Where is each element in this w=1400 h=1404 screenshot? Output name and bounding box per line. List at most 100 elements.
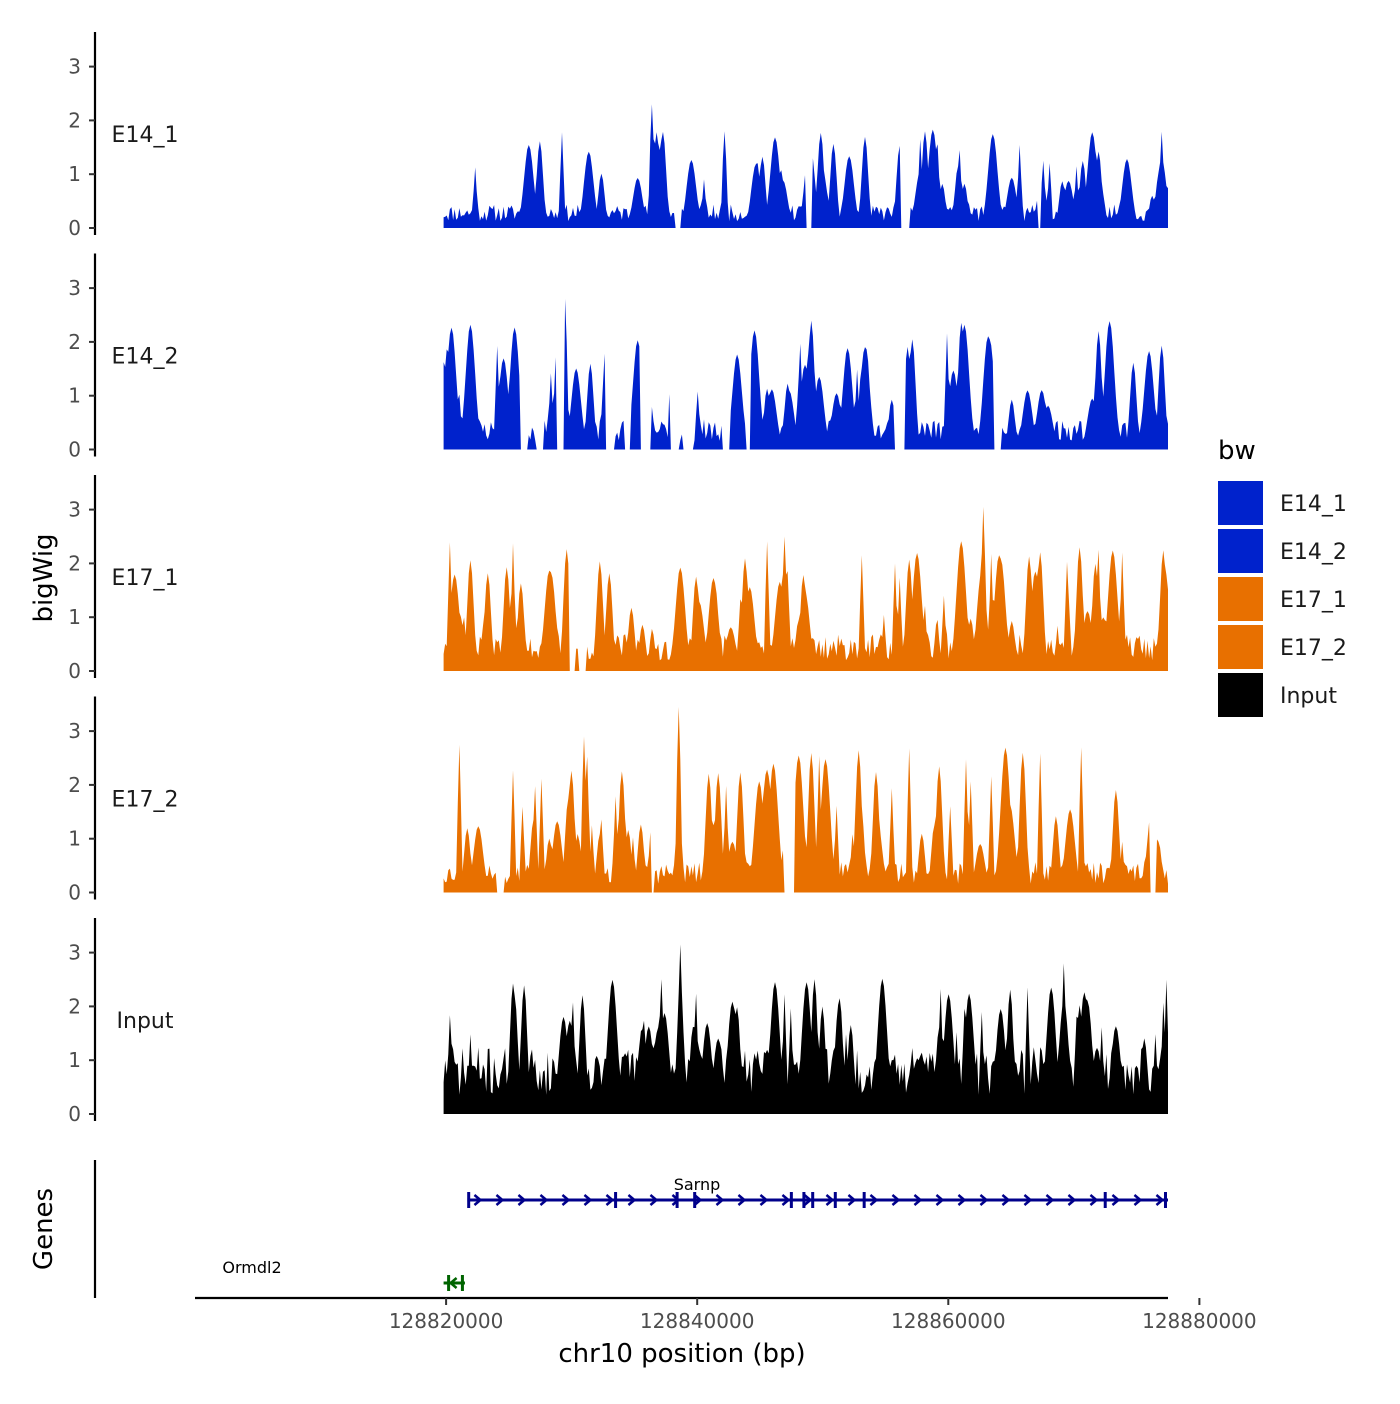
strand-chevron [605, 1194, 615, 1206]
strand-chevron [869, 1194, 879, 1206]
exon [460, 1275, 464, 1291]
legend-item-e14-1: E14_1 [1218, 481, 1347, 525]
strand-chevron [583, 1194, 593, 1206]
exon [693, 1192, 697, 1208]
track-label: E14_2 [112, 345, 179, 370]
y-tick-label: 0 [68, 438, 81, 462]
y-tick-label: 2 [68, 551, 81, 575]
legend-swatch [1218, 577, 1263, 621]
strand-chevron [517, 1194, 527, 1206]
y-tick-label: 1 [68, 1048, 81, 1072]
y-tick-label: 0 [68, 881, 81, 905]
legend-swatch [1218, 529, 1263, 573]
track-label: E17_1 [112, 566, 179, 591]
exon [467, 1192, 471, 1208]
y-tick-label: 0 [68, 659, 81, 683]
strand-chevron [495, 1194, 505, 1206]
track-e14-2: 0 1 2 3 E14_2 [68, 253, 1169, 462]
gene-label: Sarnp [674, 1175, 721, 1194]
strand-chevron [847, 1194, 857, 1206]
track-label: E17_2 [112, 788, 179, 813]
coverage-area-e14-2 [443, 298, 1169, 450]
strand-chevron [1001, 1194, 1011, 1206]
strand-chevron [1023, 1194, 1033, 1206]
strand-chevron [561, 1194, 571, 1206]
exon [614, 1192, 618, 1208]
strand-chevron [649, 1194, 659, 1206]
strand-chevron [957, 1194, 967, 1206]
x-tick-label: 128820000 [389, 1309, 504, 1333]
exon [811, 1192, 815, 1208]
strand-chevron [825, 1194, 835, 1206]
x-axis: 128820000 128840000 128860000 128880000 [195, 1296, 1257, 1333]
x-tick-label: 128860000 [891, 1309, 1006, 1333]
coverage-area-e17-1 [443, 506, 1169, 671]
y-tick-label: 1 [68, 384, 81, 408]
coverage-area-input [443, 944, 1169, 1114]
legend-swatch [1218, 625, 1263, 669]
strand-chevron [1111, 1194, 1121, 1206]
exon [862, 1192, 866, 1208]
legend-label: E17_1 [1280, 588, 1347, 613]
legend-item-e17-1: E17_1 [1218, 577, 1347, 621]
gene-sarnp: Sarnp [467, 1175, 1168, 1208]
legend-swatch [1218, 673, 1263, 717]
strand-chevron [1067, 1194, 1077, 1206]
strand-chevron [1045, 1194, 1055, 1206]
strand-chevron [693, 1194, 703, 1206]
y-tick-label: 3 [68, 941, 81, 965]
y-axis-title: bigWig [29, 533, 59, 622]
strand-chevron [1089, 1194, 1099, 1206]
track-input: 0 1 2 3 Input [68, 918, 1169, 1126]
legend: bw E14_1 E14_2 E17_1 E17_2 Input [1218, 436, 1347, 717]
y-tick-label: 0 [68, 216, 81, 240]
legend-label: E17_2 [1280, 636, 1347, 661]
strand-chevron [803, 1194, 813, 1206]
legend-label: E14_2 [1280, 540, 1347, 565]
coverage-area-e14-1 [443, 104, 1169, 228]
strand-chevron [737, 1194, 747, 1206]
legend-item-input: Input [1218, 673, 1337, 717]
legend-label: Input [1280, 684, 1337, 709]
y-tick-label: 1 [68, 827, 81, 851]
exon [1103, 1192, 1107, 1208]
y-tick-label: 2 [68, 994, 81, 1018]
gene-ormdl2: Ormdl2 [222, 1258, 465, 1291]
strand-chevron [891, 1194, 901, 1206]
legend-item-e17-2: E17_2 [1218, 625, 1347, 669]
x-tick-label: 128880000 [1142, 1309, 1257, 1333]
exon [447, 1275, 451, 1291]
y-tick-label: 3 [68, 498, 81, 522]
strand-chevron [715, 1194, 725, 1206]
track-e14-1: 0 1 2 3 E14_1 [68, 32, 1169, 240]
y-tick-label: 3 [68, 276, 81, 300]
coverage-area-e17-2 [443, 706, 1169, 893]
strand-chevron [913, 1194, 923, 1206]
legend-title: bw [1218, 436, 1256, 466]
genes-panel: Sarnp Ormdl2 [93, 1160, 1168, 1298]
y-tick-label: 1 [68, 162, 81, 186]
gene-label: Ormdl2 [222, 1258, 281, 1277]
exon [833, 1192, 837, 1208]
strand-chevron [935, 1194, 945, 1206]
y-tick-label: 2 [68, 108, 81, 132]
exon [802, 1192, 806, 1208]
x-tick-label: 128840000 [640, 1309, 755, 1333]
exon [789, 1192, 793, 1208]
strand-chevron [539, 1194, 549, 1206]
legend-label: E14_1 [1280, 492, 1347, 517]
y-tick-label: 3 [68, 55, 81, 79]
y-tick-label: 3 [68, 719, 81, 743]
strand-chevron [448, 1277, 458, 1289]
track-e17-1: 0 1 2 3 E17_1 [68, 475, 1169, 683]
track-label: Input [117, 1009, 174, 1034]
track-e17-2: 0 1 2 3 E17_2 [68, 696, 1169, 905]
y-tick-label: 2 [68, 773, 81, 797]
genes-axis-title: Genes [29, 1188, 59, 1270]
y-tick-label: 1 [68, 605, 81, 629]
strand-chevron [627, 1194, 637, 1206]
tracks-layer: 0 1 2 3 E14_1 0 1 2 3 E14_2 0 1 2 3 E17_1 0 1 2 3 E17_2 0 1 2 3… [68, 32, 1169, 1126]
strand-chevron [781, 1194, 791, 1206]
